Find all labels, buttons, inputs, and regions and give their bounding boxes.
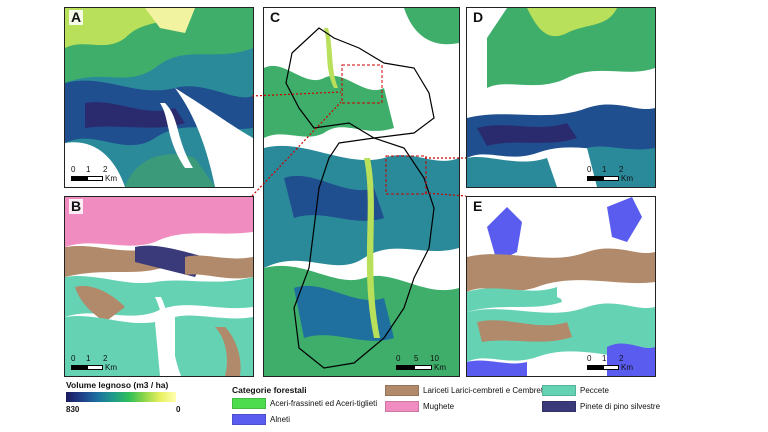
overview-map-c	[264, 8, 459, 376]
legend-item-alneti: Alneti	[232, 414, 290, 425]
legend-swatch	[542, 385, 576, 396]
panel-label-e: E	[471, 198, 485, 214]
volume-gradient-bar	[66, 392, 176, 402]
volume-legend-max: 0	[176, 405, 181, 414]
scale-bar-c: 0 5 10 Km	[396, 354, 446, 372]
panel-label-a: A	[69, 9, 84, 25]
legend-item-mughete: Mughete	[385, 401, 454, 412]
volume-map-a	[65, 8, 253, 187]
legend-swatch	[232, 398, 266, 409]
legend-item-aceri: Aceri-frassineti ed Aceri-tiglieti	[232, 398, 377, 409]
legend-swatch	[385, 385, 419, 396]
legend-item-pinete: Pinete di pino silvestre	[542, 401, 660, 412]
volume-legend-min: 830	[66, 405, 80, 414]
legend-item-peccete: Peccete	[542, 385, 609, 396]
category-map-b	[65, 197, 253, 376]
volume-map-d	[467, 8, 655, 187]
panel-label-b: B	[69, 198, 84, 214]
legend-item-lariceti: Lariceti Larici-cembreti e Cembrete	[385, 385, 548, 396]
legend-swatch	[385, 401, 419, 412]
map-panel-c: C 0 5 10 Km	[263, 7, 460, 377]
panel-label-c: C	[268, 9, 283, 25]
legend-swatch	[232, 414, 266, 425]
legend-swatch	[542, 401, 576, 412]
category-legend-title: Categorie forestali	[232, 385, 307, 395]
category-map-e	[467, 197, 655, 376]
volume-legend-title: Volume legnoso (m3 / ha)	[66, 380, 169, 390]
panel-label-d: D	[471, 9, 486, 25]
